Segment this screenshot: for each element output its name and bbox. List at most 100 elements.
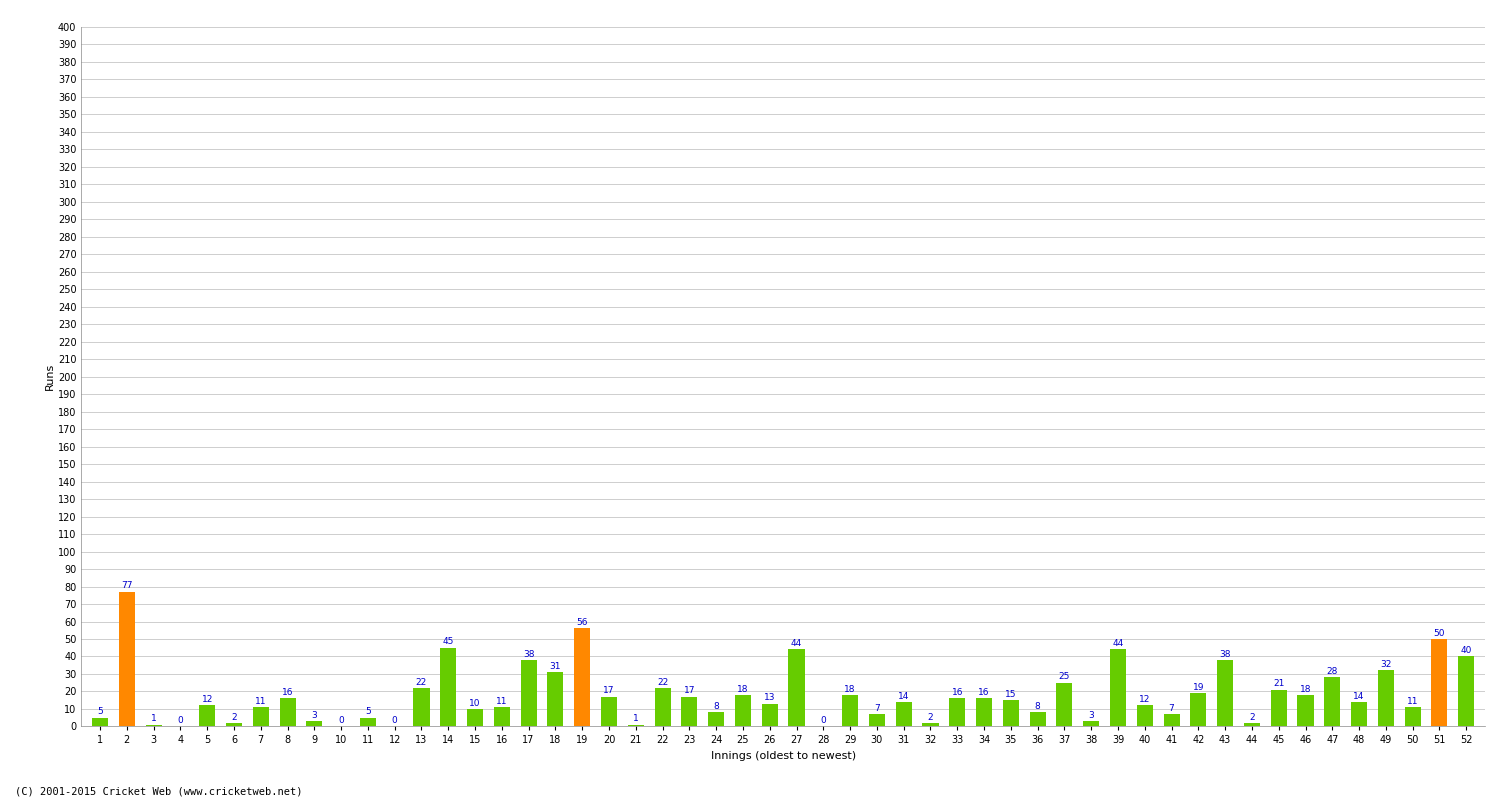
Bar (762, 704, 778, 726)
Bar (1164, 714, 1179, 726)
Bar (1404, 707, 1420, 726)
Text: 18: 18 (844, 685, 856, 694)
Bar (1216, 660, 1233, 726)
Bar (708, 713, 724, 726)
Text: 25: 25 (1059, 672, 1070, 682)
Text: 77: 77 (122, 582, 132, 590)
Text: 8: 8 (714, 702, 718, 711)
Text: 11: 11 (1407, 697, 1419, 706)
Bar (1378, 670, 1394, 726)
Text: 18: 18 (1300, 685, 1311, 694)
Bar (1270, 690, 1287, 726)
Text: 3: 3 (1089, 710, 1094, 720)
Text: 21: 21 (1274, 679, 1284, 688)
Bar (279, 698, 296, 726)
Text: 28: 28 (1326, 667, 1338, 676)
Text: 5: 5 (98, 707, 104, 716)
Text: 7: 7 (1168, 704, 1174, 713)
Bar (146, 725, 162, 726)
Text: 2: 2 (231, 713, 237, 722)
Bar (1083, 721, 1100, 726)
Text: 22: 22 (416, 678, 428, 686)
Text: 38: 38 (1220, 650, 1232, 658)
Text: 3: 3 (312, 710, 316, 720)
Bar (440, 648, 456, 726)
Text: 16: 16 (978, 688, 990, 697)
Text: 50: 50 (1434, 629, 1444, 638)
Text: 11: 11 (255, 697, 267, 706)
Text: 15: 15 (1005, 690, 1017, 698)
Text: (C) 2001-2015 Cricket Web (www.cricketweb.net): (C) 2001-2015 Cricket Web (www.cricketwe… (15, 786, 303, 796)
Text: 0: 0 (338, 716, 344, 725)
Bar (494, 707, 510, 726)
Bar (735, 695, 752, 726)
Bar (1029, 713, 1045, 726)
Bar (868, 714, 885, 726)
Text: 45: 45 (442, 638, 454, 646)
Text: 31: 31 (549, 662, 561, 671)
Bar (922, 723, 939, 726)
Bar (360, 718, 376, 726)
Y-axis label: Runs: Runs (45, 363, 56, 390)
Text: 1: 1 (633, 714, 639, 723)
Text: 17: 17 (603, 686, 615, 695)
Text: 2: 2 (927, 713, 933, 722)
Text: 16: 16 (951, 688, 963, 697)
Bar (896, 702, 912, 726)
Bar (306, 721, 322, 726)
Text: 0: 0 (177, 716, 183, 725)
Text: 1: 1 (150, 714, 156, 723)
Bar (976, 698, 992, 726)
Bar (1298, 695, 1314, 726)
Text: 7: 7 (874, 704, 880, 713)
Bar (118, 592, 135, 726)
Text: 8: 8 (1035, 702, 1041, 711)
Text: 22: 22 (657, 678, 668, 686)
Text: 12: 12 (201, 695, 213, 704)
Text: 0: 0 (392, 716, 398, 725)
Text: 32: 32 (1380, 660, 1392, 669)
Text: 19: 19 (1192, 682, 1204, 692)
Text: 13: 13 (764, 694, 776, 702)
Bar (548, 672, 564, 726)
Text: 56: 56 (576, 618, 588, 627)
Bar (789, 650, 804, 726)
Bar (842, 695, 858, 726)
Bar (252, 707, 268, 726)
Bar (1244, 723, 1260, 726)
Bar (1056, 682, 1072, 726)
Bar (1004, 700, 1019, 726)
Text: 40: 40 (1461, 646, 1472, 655)
Text: 38: 38 (524, 650, 534, 658)
Text: 2: 2 (1250, 713, 1254, 722)
Text: 0: 0 (821, 716, 827, 725)
Bar (92, 718, 108, 726)
Bar (602, 697, 616, 726)
Bar (1191, 693, 1206, 726)
Bar (414, 688, 429, 726)
Bar (574, 629, 591, 726)
Text: 44: 44 (790, 639, 802, 648)
Text: 16: 16 (282, 688, 294, 697)
Bar (628, 725, 644, 726)
Bar (200, 706, 214, 726)
Bar (950, 698, 966, 726)
Text: 5: 5 (364, 707, 370, 716)
Bar (654, 688, 670, 726)
Bar (681, 697, 698, 726)
Bar (466, 709, 483, 726)
Text: 10: 10 (470, 698, 482, 707)
Bar (1352, 702, 1366, 726)
Bar (1324, 678, 1341, 726)
Text: 14: 14 (1353, 691, 1365, 701)
Text: 12: 12 (1138, 695, 1150, 704)
X-axis label: Innings (oldest to newest): Innings (oldest to newest) (711, 751, 855, 761)
Bar (1458, 657, 1474, 726)
Text: 11: 11 (496, 697, 507, 706)
Bar (1137, 706, 1154, 726)
Text: 18: 18 (736, 685, 748, 694)
Bar (1110, 650, 1126, 726)
Bar (1431, 639, 1448, 726)
Bar (226, 723, 242, 726)
Text: 14: 14 (898, 691, 909, 701)
